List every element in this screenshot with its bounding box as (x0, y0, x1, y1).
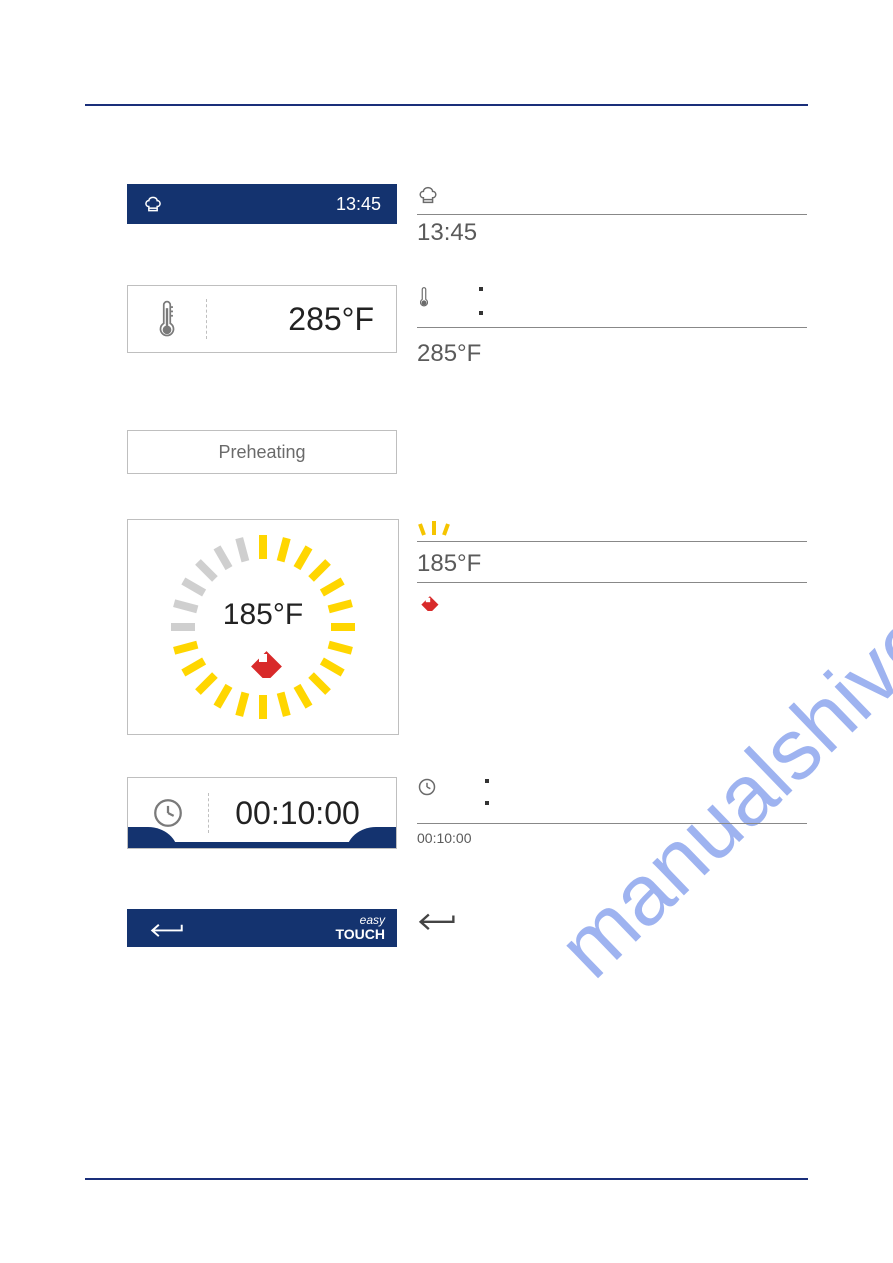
set-temp-panel[interactable]: 285°F (127, 285, 397, 353)
right-clock-icon (417, 777, 437, 797)
row-preheat: Preheating (127, 430, 807, 474)
row-temp: 285°F 285°F (127, 285, 807, 368)
chef-hat-icon (143, 194, 163, 214)
blue-bottom (128, 842, 396, 848)
right-chef-hat-icon (417, 184, 807, 206)
right-line-3 (417, 541, 807, 542)
clock-icon (151, 796, 185, 830)
status-time: 13:45 (336, 194, 381, 215)
row-status: 13:45 13:45 (127, 184, 807, 247)
preheating-panel: Preheating (127, 430, 397, 474)
timer-panel[interactable]: 00:10:00 (127, 777, 397, 849)
footer-bar: easy TOUCH (127, 909, 397, 947)
row-gauge: 185°F 185°F (127, 519, 807, 735)
right-gauge-temp: 185°F (417, 550, 807, 578)
row-back: easy TOUCH (127, 909, 807, 947)
right-time: 13:45 (417, 219, 807, 247)
back-arrow-icon[interactable] (149, 918, 185, 938)
brand-line2: TOUCH (335, 927, 385, 942)
bottom-rule (85, 1178, 808, 1180)
thermometer-icon (154, 297, 180, 341)
right-line-3b (417, 582, 807, 583)
content: 13:45 13:45 (127, 184, 807, 947)
timer-value: 00:10:00 (209, 795, 396, 832)
right-line-4 (417, 823, 807, 824)
gauge-temp: 185°F (223, 598, 303, 632)
stop-icon[interactable] (243, 638, 283, 678)
right-back-arrow-icon (417, 909, 807, 931)
right-stop-icon (417, 589, 807, 611)
right-line-2 (417, 327, 807, 328)
status-bar: 13:45 (127, 184, 397, 224)
preheat-gauge-panel: 185°F (127, 519, 399, 735)
right-timer-value: 00:10:00 (417, 830, 807, 846)
row-timer: 00:10:00 00:10:00 (127, 777, 807, 849)
top-rule (85, 104, 808, 106)
right-thermometer-icon (417, 285, 431, 309)
set-temp-value: 285°F (207, 301, 396, 338)
right-rays-icon (417, 519, 807, 539)
preheating-label: Preheating (218, 442, 305, 463)
brand-logo: easy TOUCH (335, 914, 385, 941)
right-set-temp: 285°F (417, 340, 807, 368)
right-line-1 (417, 214, 807, 215)
